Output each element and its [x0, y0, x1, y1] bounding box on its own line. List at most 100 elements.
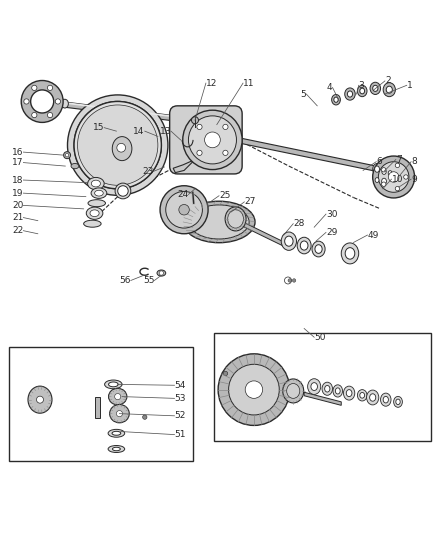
Circle shape: [218, 354, 290, 425]
Circle shape: [118, 185, 128, 196]
Ellipse shape: [112, 136, 132, 160]
Ellipse shape: [341, 243, 359, 264]
Text: 16: 16: [12, 148, 23, 157]
Ellipse shape: [157, 270, 166, 276]
Text: 19: 19: [12, 189, 23, 198]
Ellipse shape: [88, 200, 106, 207]
Text: 53: 53: [174, 394, 186, 403]
Text: 29: 29: [326, 228, 337, 237]
Text: 54: 54: [174, 381, 186, 390]
Text: 2: 2: [385, 76, 391, 85]
Text: 12: 12: [206, 79, 217, 87]
Circle shape: [223, 372, 228, 376]
Ellipse shape: [71, 164, 79, 169]
Circle shape: [381, 182, 386, 187]
Circle shape: [381, 167, 386, 172]
Circle shape: [64, 152, 71, 159]
Circle shape: [166, 191, 202, 228]
Circle shape: [159, 271, 163, 275]
Circle shape: [74, 101, 161, 189]
Ellipse shape: [370, 82, 381, 94]
Text: 23: 23: [142, 167, 153, 176]
Circle shape: [395, 163, 399, 167]
Ellipse shape: [383, 397, 389, 403]
Text: 4: 4: [327, 83, 332, 92]
Ellipse shape: [343, 386, 355, 400]
Text: 55: 55: [143, 276, 154, 285]
Polygon shape: [64, 102, 193, 123]
Text: 10: 10: [392, 175, 403, 184]
Ellipse shape: [183, 201, 255, 243]
Ellipse shape: [387, 169, 394, 177]
Ellipse shape: [297, 237, 311, 254]
Ellipse shape: [380, 176, 389, 187]
Circle shape: [285, 277, 291, 284]
Text: 1: 1: [407, 81, 413, 90]
Ellipse shape: [383, 83, 396, 96]
Circle shape: [188, 116, 237, 164]
Text: 24: 24: [177, 190, 188, 199]
Circle shape: [223, 150, 228, 156]
Circle shape: [197, 124, 202, 130]
Circle shape: [32, 85, 37, 91]
Ellipse shape: [110, 405, 129, 423]
Text: 9: 9: [411, 175, 417, 184]
Text: 30: 30: [326, 209, 337, 219]
Ellipse shape: [380, 167, 388, 176]
Ellipse shape: [28, 386, 52, 413]
Ellipse shape: [336, 388, 340, 394]
Ellipse shape: [300, 241, 308, 250]
Circle shape: [67, 95, 168, 195]
Text: 22: 22: [12, 226, 23, 235]
Polygon shape: [173, 159, 195, 173]
Circle shape: [191, 117, 198, 124]
Ellipse shape: [311, 383, 318, 391]
Ellipse shape: [325, 385, 330, 392]
Circle shape: [115, 393, 121, 400]
Circle shape: [65, 154, 69, 157]
Text: 25: 25: [219, 191, 230, 200]
Circle shape: [55, 99, 60, 104]
Text: 21: 21: [12, 213, 23, 222]
Text: 52: 52: [174, 411, 186, 421]
Ellipse shape: [315, 245, 322, 253]
Ellipse shape: [374, 176, 381, 184]
Text: 51: 51: [174, 430, 186, 439]
Ellipse shape: [374, 166, 379, 172]
FancyBboxPatch shape: [170, 106, 242, 174]
Circle shape: [32, 112, 37, 118]
Text: 28: 28: [293, 219, 304, 228]
Ellipse shape: [283, 379, 304, 403]
Text: 50: 50: [314, 333, 326, 342]
Ellipse shape: [112, 431, 121, 435]
Text: 49: 49: [367, 231, 379, 239]
Circle shape: [78, 105, 158, 185]
Polygon shape: [237, 138, 376, 171]
Circle shape: [245, 381, 263, 398]
Circle shape: [223, 124, 228, 130]
Text: 56: 56: [119, 276, 131, 285]
Circle shape: [389, 172, 399, 182]
Circle shape: [395, 187, 399, 191]
Circle shape: [74, 101, 161, 189]
Text: 27: 27: [244, 197, 256, 206]
Circle shape: [373, 156, 415, 198]
Ellipse shape: [373, 85, 378, 92]
Ellipse shape: [381, 393, 391, 406]
Ellipse shape: [375, 177, 379, 182]
Text: 11: 11: [243, 79, 254, 87]
Ellipse shape: [91, 188, 107, 198]
Ellipse shape: [84, 220, 101, 227]
Ellipse shape: [370, 394, 376, 401]
Text: 3: 3: [359, 81, 364, 90]
Ellipse shape: [91, 180, 100, 187]
Ellipse shape: [113, 447, 120, 451]
Text: 14: 14: [134, 127, 145, 136]
Ellipse shape: [86, 207, 103, 220]
Circle shape: [160, 185, 208, 234]
Polygon shape: [232, 217, 283, 246]
Text: 8: 8: [411, 157, 417, 166]
Ellipse shape: [285, 236, 293, 246]
Text: 18: 18: [12, 175, 23, 184]
Text: 7: 7: [396, 155, 402, 164]
